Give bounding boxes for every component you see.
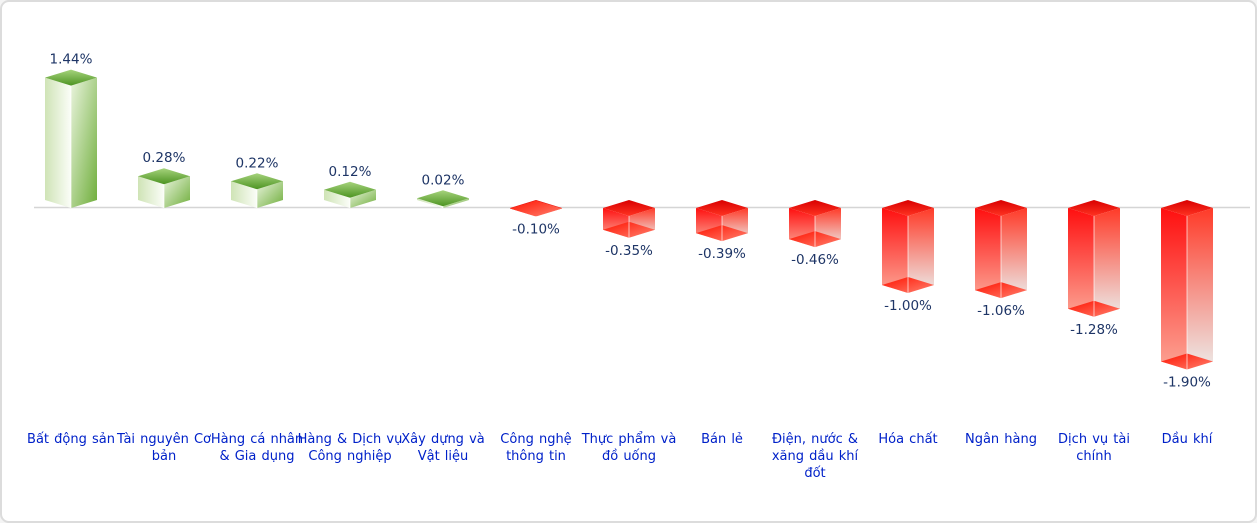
category-label: Hàng cá nhân & Gia dụng: [210, 432, 304, 464]
bar-9[interactable]: [882, 200, 934, 293]
bar-face: [417, 198, 443, 208]
bar-value-label: 1.44%: [50, 52, 93, 68]
bar-face: [257, 181, 283, 208]
bar-face: [882, 208, 908, 293]
bar-value-label: 0.22%: [236, 155, 279, 171]
bar-face: [1187, 208, 1213, 370]
bar-face: [1001, 208, 1027, 299]
bar-11[interactable]: [1068, 200, 1120, 317]
bar-face: [45, 77, 71, 208]
bar-face: [1094, 208, 1120, 317]
bar-value-label: -1.06%: [977, 303, 1025, 319]
bar-4[interactable]: [417, 190, 469, 208]
category-label: Dịch vụ tài chính: [1058, 432, 1130, 464]
bar-face: [908, 208, 934, 293]
bar-face: [231, 181, 257, 208]
category-label: Thực phẩm và đồ uống: [581, 432, 677, 464]
bar-value-label: -1.00%: [884, 298, 932, 314]
bar-face: [231, 173, 283, 190]
category-label: Điện, nước & xăng dầu khí đốt: [771, 432, 859, 481]
bar-face: [1161, 208, 1187, 370]
bar-value-label: -1.90%: [1163, 375, 1211, 391]
bar-10[interactable]: [975, 200, 1027, 299]
category-label: Công nghệ thông tin: [500, 432, 572, 464]
bar-7[interactable]: [696, 200, 748, 242]
bar-face: [164, 176, 190, 208]
bar-face: [138, 168, 190, 185]
bar-3[interactable]: [324, 181, 376, 208]
category-label: Bán lẻ: [701, 432, 743, 447]
bar-6[interactable]: [603, 200, 655, 238]
bar-value-label: 0.28%: [143, 150, 186, 166]
bar-value-label: -0.46%: [791, 252, 839, 268]
category-label: Dầu khí: [1161, 432, 1213, 447]
bar-0[interactable]: [45, 69, 97, 208]
bar-face: [350, 189, 376, 208]
bar-face: [45, 69, 97, 86]
bar-value-label: -0.35%: [605, 243, 653, 259]
bar-12[interactable]: [1161, 200, 1213, 370]
bar-face: [138, 176, 164, 208]
bar-face: [510, 200, 562, 217]
bar-face: [443, 198, 469, 208]
bar-face: [71, 77, 97, 208]
category-label: Hóa chất: [878, 432, 938, 447]
category-label: Bất động sản: [27, 432, 115, 447]
bar-face: [975, 208, 1001, 299]
category-label: Hàng & Dịch vụ Công nghiệp: [297, 432, 403, 464]
category-label: Ngân hàng: [964, 432, 1037, 447]
bar-face: [324, 189, 350, 208]
bar-5[interactable]: [510, 200, 562, 217]
category-label: Xây dựng và Vật liệu: [401, 432, 485, 464]
bar-1[interactable]: [138, 168, 190, 208]
bar-2[interactable]: [231, 173, 283, 208]
category-label: Tài nguyên Cơ bản: [117, 432, 211, 464]
bars-layer: 1.44% 0.28% 0.22% 0.12% 0.02% -0.10% -0.35% -0.…: [45, 52, 1213, 391]
bar-value-label: -0.39%: [698, 246, 746, 262]
bar-face: [324, 181, 376, 198]
bar-value-label: 0.02%: [422, 172, 465, 188]
bar-8[interactable]: [789, 200, 841, 248]
bar-face: [417, 190, 469, 207]
bar-value-label: -1.28%: [1070, 322, 1118, 338]
bar-value-label: 0.12%: [329, 164, 372, 180]
bar-value-label: -0.10%: [512, 222, 560, 238]
bar-face: [1068, 208, 1094, 317]
